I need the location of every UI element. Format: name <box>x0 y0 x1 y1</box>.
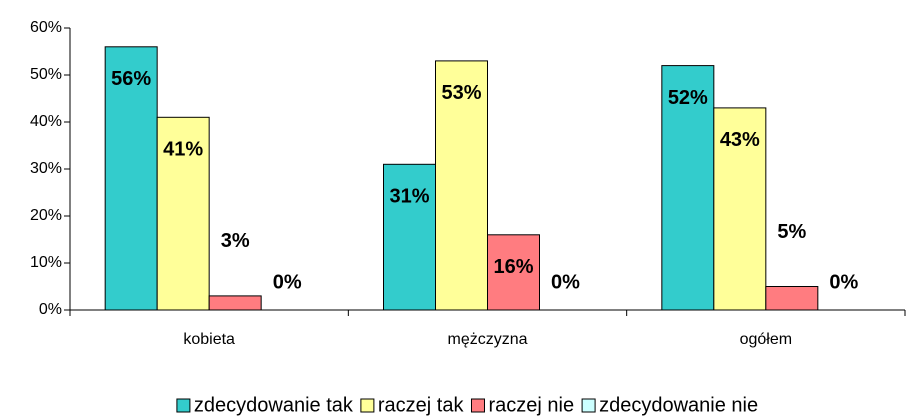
y-tick-label: 30% <box>30 160 62 177</box>
y-tick-label: 10% <box>30 254 62 271</box>
bar <box>435 60 488 311</box>
data-label: 31% <box>389 186 429 208</box>
x-tick-label: mężczyzna <box>447 331 527 348</box>
x-tick-label: ogółem <box>740 331 792 348</box>
bar <box>661 65 715 311</box>
legend-swatch <box>581 398 596 413</box>
legend-label: zdecydowanie nie <box>599 394 758 416</box>
data-label: 16% <box>493 256 533 278</box>
data-label: 3% <box>221 230 250 252</box>
bar <box>765 286 819 311</box>
data-label: 56% <box>111 68 151 90</box>
data-label: 0% <box>829 271 858 293</box>
data-label: 41% <box>163 139 203 161</box>
data-label: 53% <box>441 82 481 104</box>
y-tick-label: 20% <box>30 207 62 224</box>
x-tick-label: kobieta <box>183 331 235 348</box>
bar <box>156 116 210 311</box>
legend-label: zdecydowanie tak <box>194 394 354 416</box>
y-tick-label: 60% <box>30 19 62 36</box>
bar <box>208 295 262 311</box>
data-label: 5% <box>777 221 806 243</box>
data-label: 43% <box>720 129 760 151</box>
legend-label: raczej tak <box>378 394 465 416</box>
legend-swatch <box>176 398 191 413</box>
y-tick-label: 40% <box>30 113 62 130</box>
bar <box>383 163 436 311</box>
data-label: 0% <box>273 271 302 293</box>
y-tick-label: 50% <box>30 66 62 83</box>
bar <box>713 107 767 311</box>
data-label: 0% <box>551 271 580 293</box>
bar <box>487 234 540 311</box>
legend-label: raczej nie <box>488 394 574 416</box>
legend-swatch <box>360 398 375 413</box>
data-label: 52% <box>668 87 708 109</box>
legend-swatch <box>470 398 485 413</box>
y-tick-label: 0% <box>39 301 62 318</box>
